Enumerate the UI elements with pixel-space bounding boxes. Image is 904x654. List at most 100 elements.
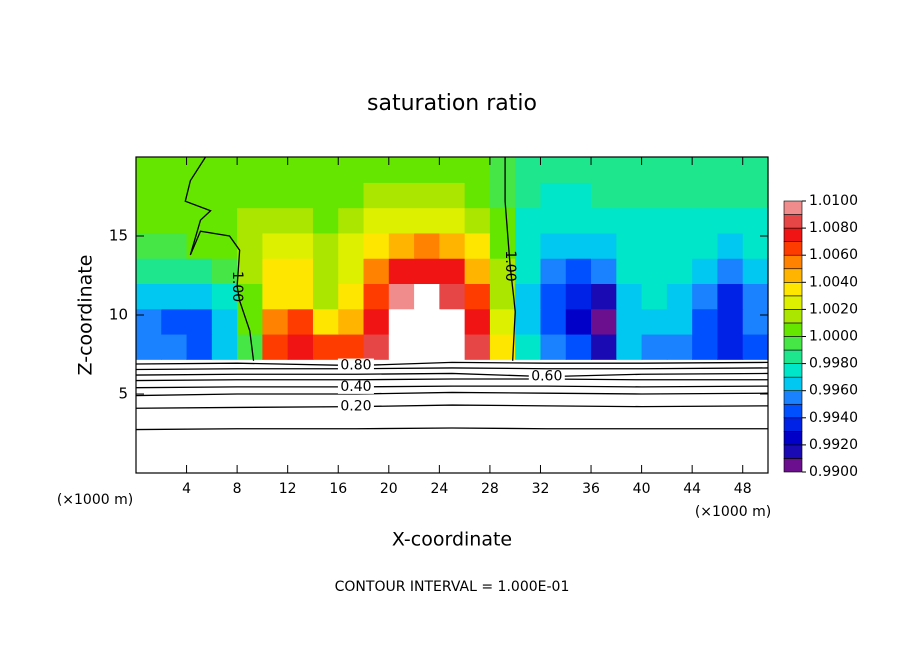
field-cell <box>742 283 769 310</box>
colorbar-tick-label: 0.9900 <box>809 464 858 480</box>
colorbar-tick-label: 0.9960 <box>809 383 858 399</box>
colorbar-segment <box>783 403 803 419</box>
field-cell <box>186 182 213 209</box>
field-cell <box>312 333 339 360</box>
field-cell <box>565 207 592 234</box>
field-cell <box>161 283 188 310</box>
x-tick-label: 24 <box>430 481 448 497</box>
field-cell <box>287 232 314 259</box>
contour-label: 1.00 <box>229 271 245 302</box>
field-cell <box>312 157 339 183</box>
field-cell <box>338 157 365 183</box>
field-cell <box>262 258 289 284</box>
field-cell <box>616 232 643 259</box>
field-cell <box>464 283 491 310</box>
field-cell <box>287 308 314 335</box>
field-cell <box>388 308 415 335</box>
field-cell <box>565 157 592 183</box>
colorbar-segment <box>783 363 803 378</box>
field-cell <box>414 182 440 209</box>
field-cell <box>515 157 542 183</box>
field-cell <box>414 207 440 234</box>
field-cell <box>717 333 744 360</box>
field-cell <box>742 308 769 335</box>
contour-line <box>184 156 255 361</box>
field-cell <box>136 333 162 360</box>
field-cell <box>591 182 617 209</box>
field-cell <box>489 333 516 360</box>
field-cell <box>338 258 365 284</box>
field-cell <box>515 283 542 310</box>
contour-label-bg <box>337 379 374 394</box>
field-cell <box>287 157 314 183</box>
field-cell <box>641 207 668 234</box>
field-cell <box>186 207 213 234</box>
x-axis-unit: (×1000 m) <box>695 504 771 520</box>
field-cell <box>717 258 744 284</box>
field-cell <box>287 258 314 284</box>
field-cell <box>262 308 289 335</box>
field-cell <box>287 283 314 310</box>
x-tick-label: 40 <box>633 481 651 497</box>
field-cell <box>161 157 188 183</box>
y-tick-label: 5 <box>118 385 128 403</box>
field-cell <box>540 283 567 310</box>
field-cell <box>616 258 643 284</box>
x-tick-label: 36 <box>582 481 600 497</box>
field-cell <box>591 232 617 259</box>
field-cell <box>616 157 643 183</box>
field-cell <box>565 333 592 360</box>
field-cell <box>717 207 744 234</box>
field-cell <box>161 333 188 360</box>
colorbar-segment <box>783 227 803 242</box>
field-cell <box>591 258 617 284</box>
field-cell <box>262 207 289 234</box>
field-cell <box>287 207 314 234</box>
x-tick-label: 4 <box>182 481 191 497</box>
field-cell <box>641 157 668 183</box>
field-cell <box>565 258 592 284</box>
field-cell <box>136 157 162 183</box>
field-cell <box>565 283 592 310</box>
x-tick-label: 12 <box>279 481 297 497</box>
field-cell <box>641 232 668 259</box>
field-cell <box>136 182 162 209</box>
x-tick-label: 8 <box>233 481 242 497</box>
field-cell <box>464 258 491 284</box>
colorbar-segment <box>783 200 803 215</box>
contour-line <box>135 427 768 431</box>
contour-line <box>135 391 769 397</box>
x-tick-label: 48 <box>734 481 752 497</box>
field-cell <box>464 207 491 234</box>
field-cell <box>515 207 542 234</box>
contour-label: 1.00 <box>502 250 518 281</box>
field-cell <box>515 333 542 360</box>
field-cell <box>363 283 390 310</box>
field-cell <box>414 157 440 183</box>
field-cell <box>717 283 744 310</box>
field-cell <box>540 258 567 284</box>
field-cell <box>312 182 339 209</box>
field-cell <box>692 232 719 259</box>
field-cell <box>414 333 440 360</box>
field-cell <box>489 207 516 234</box>
field-cell <box>161 182 188 209</box>
field-cell <box>666 333 693 360</box>
colorbar-segment <box>783 214 803 229</box>
field-cell <box>692 308 719 335</box>
field-cell <box>388 283 415 310</box>
field-cell <box>262 283 289 310</box>
field-cell <box>692 283 719 310</box>
colorbar-segment <box>783 376 803 391</box>
field-cell <box>616 283 643 310</box>
colorbar-segment <box>783 349 803 364</box>
field-cell <box>439 333 466 360</box>
field-cell <box>591 157 617 183</box>
field-cell <box>641 283 668 310</box>
colorbar-tick-label: 1.0040 <box>809 274 858 290</box>
field-cell <box>464 232 491 259</box>
field-cell <box>565 232 592 259</box>
field-cell <box>414 283 440 310</box>
field-cell <box>540 157 567 183</box>
